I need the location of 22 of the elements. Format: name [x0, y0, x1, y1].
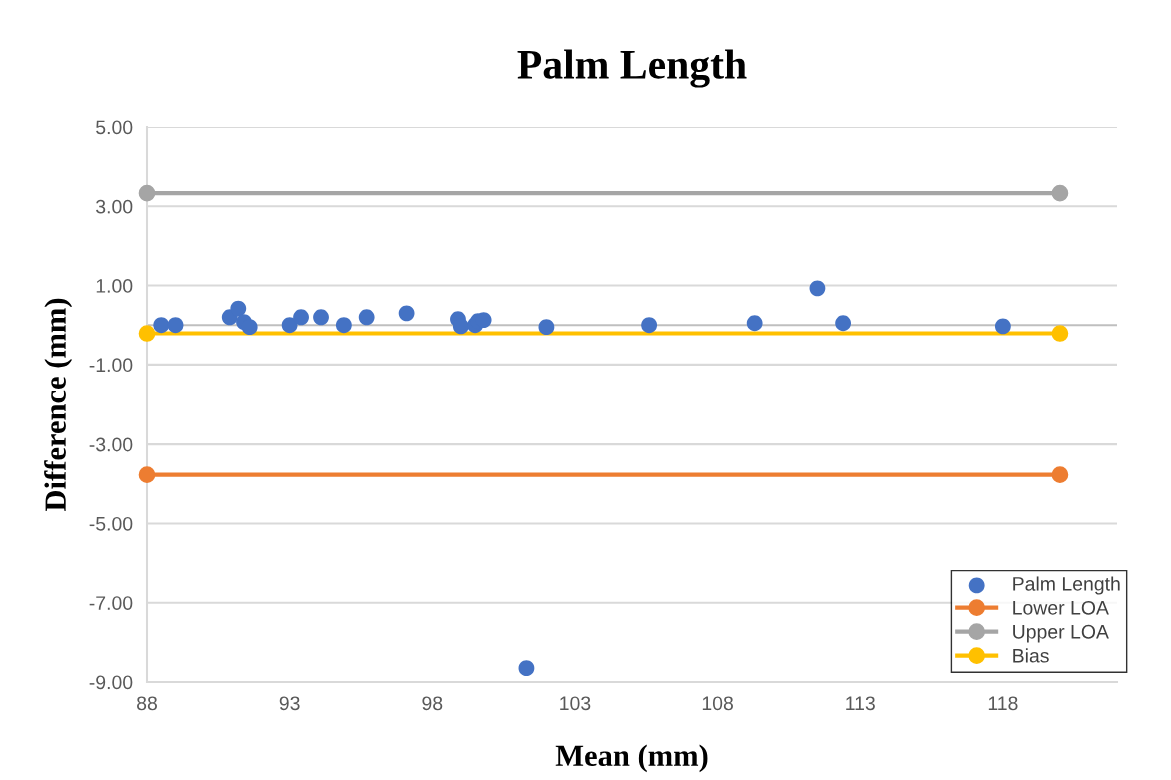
y-tick-label: 3.00	[96, 199, 133, 214]
x-tick-label: 93	[279, 696, 300, 711]
y-tick-label: 1.00	[96, 279, 133, 293]
x-tick-label: 118	[988, 696, 1018, 711]
chart-title: Palm Length	[517, 49, 747, 88]
legend-label: Lower LOA	[1013, 600, 1109, 615]
x-tick-label: 98	[422, 696, 443, 711]
y-tick-label: -3.00	[89, 437, 133, 452]
y-axis-title: Difference (mm)	[44, 298, 73, 511]
y-tick-label: -9.00	[89, 675, 133, 690]
x-tick-label: 113	[846, 696, 875, 711]
x-tick-label: 103	[560, 696, 591, 711]
legend-label: Upper LOA	[1013, 624, 1109, 643]
legend-label: Bias	[1013, 648, 1049, 663]
y-tick-label: -5.00	[89, 516, 133, 531]
y-tick-label: 5.00	[96, 120, 133, 135]
x-tick-label: 108	[702, 696, 733, 711]
x-axis-title: Mean (mm)	[555, 744, 708, 773]
x-tick-label: 88	[137, 696, 157, 711]
y-tick-label: -1.00	[89, 358, 133, 373]
y-tick-label: -7.00	[89, 596, 133, 610]
legend-label: Palm Length	[1013, 576, 1120, 595]
